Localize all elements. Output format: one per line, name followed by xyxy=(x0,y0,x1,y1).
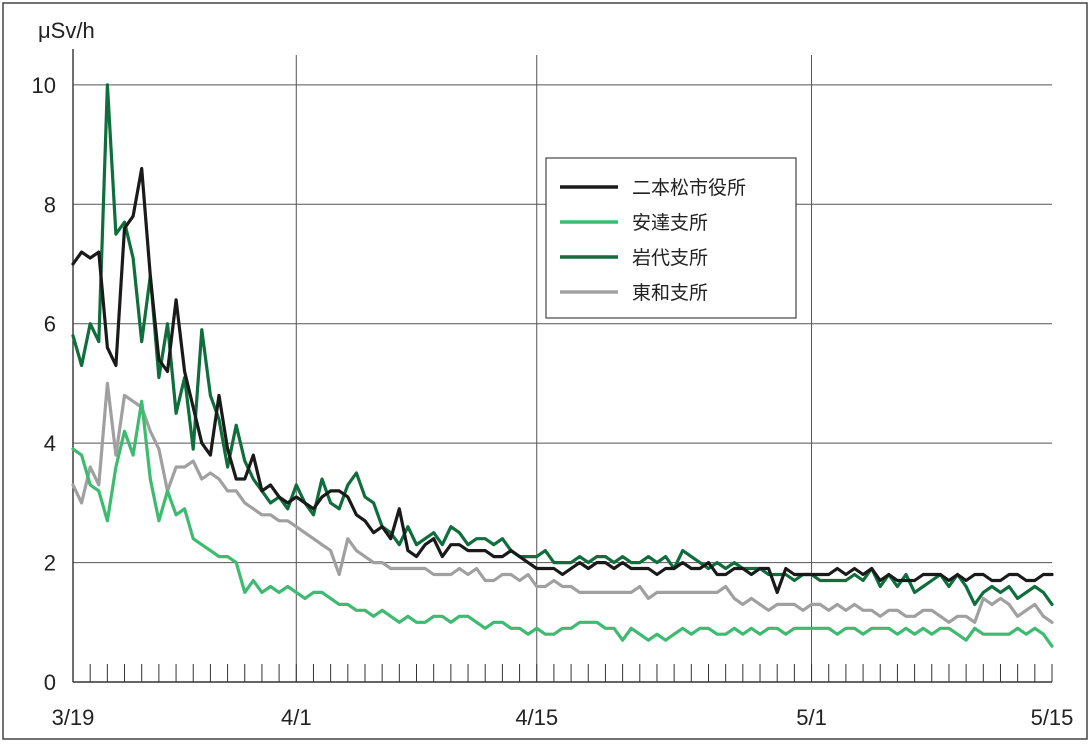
legend-label: 東和支所 xyxy=(632,282,708,304)
y-tick-label: 2 xyxy=(44,551,56,576)
legend-label: 岩代支所 xyxy=(632,247,708,269)
series-line-3 xyxy=(71,381,1054,624)
legend-label: 二本松市役所 xyxy=(632,177,746,199)
x-tick-label: 4/15 xyxy=(515,705,558,730)
y-tick-labels: 0 2 4 6 8 10 xyxy=(32,73,56,695)
y-tick-label: 4 xyxy=(44,431,56,456)
x-tick-label: 5/15 xyxy=(1031,705,1074,730)
x-tick-label: 4/1 xyxy=(281,705,312,730)
x-tick-label: 5/1 xyxy=(796,705,827,730)
y-tick-label: 8 xyxy=(44,192,56,217)
legend-label: 安達支所 xyxy=(632,212,708,234)
x-tick-label: 3/19 xyxy=(52,705,95,730)
axes xyxy=(72,49,1052,683)
x-tick-labels: 3/19 4/1 4/15 5/1 5/15 xyxy=(52,705,1074,730)
y-tick-label: 10 xyxy=(32,73,56,98)
series-lines xyxy=(71,83,1054,648)
series-line-0 xyxy=(71,166,1054,595)
y-tick-label: 6 xyxy=(44,312,56,337)
y-tick-label: 0 xyxy=(44,670,56,695)
y-axis-unit-label: μSv/h xyxy=(38,18,95,43)
series-line-1 xyxy=(71,399,1054,648)
